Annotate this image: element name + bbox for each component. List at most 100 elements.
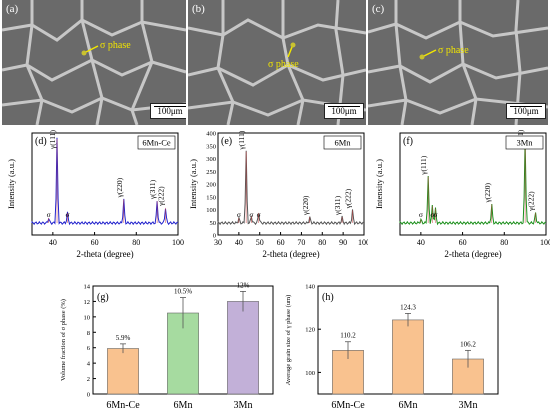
scale-bar-c: 100μm: [506, 103, 546, 119]
sigma-phase-annotation-b: σ phase: [268, 59, 299, 70]
peak-label: γ(220): [115, 177, 124, 198]
peak-label: γ(311): [148, 179, 157, 200]
y-tick-label: 140: [305, 284, 315, 291]
x-tick-label: 60: [91, 238, 99, 247]
plot-frame: [217, 132, 365, 236]
y-tick-label: 200: [206, 182, 216, 189]
micrograph-texture-c: [368, 0, 548, 125]
data-label: 106.2: [460, 340, 476, 348]
micrograph-texture-a: [2, 0, 186, 125]
x-tick-label: 30: [214, 238, 222, 247]
x-tick-label: 40: [235, 238, 243, 247]
y-tick-label: 0: [213, 233, 216, 240]
plot-frame: [399, 132, 547, 236]
xrd-trace: [31, 137, 179, 226]
category-label: 6Mn: [399, 400, 418, 411]
peak-label: σ: [257, 210, 261, 219]
micrograph-b: (b) σ phase 100μm: [188, 0, 366, 125]
data-label: 5.9%: [116, 334, 131, 342]
x-tick-label: 40: [49, 238, 57, 247]
peak-label: γ(220): [301, 195, 310, 216]
panel-label-c: (c): [372, 3, 385, 15]
y-tick-label: 12: [84, 299, 91, 306]
y-tick-label: 4: [87, 361, 91, 368]
y-axis-label: Intensity (a.u.): [374, 159, 384, 209]
y-axis-label: Average grain size of γ phase (um): [285, 295, 292, 385]
micrograph-texture-b: [188, 0, 366, 125]
legend-box: [137, 135, 176, 150]
micrograph-c: (c) σ phase 100μm: [368, 0, 548, 125]
scale-bar-a: 100μm: [150, 103, 186, 119]
panel-label: (e): [221, 136, 232, 147]
y-tick-label: 150: [206, 194, 216, 201]
category-label: 6Mn-Ce: [331, 400, 365, 411]
x-tick-label: 100: [540, 238, 550, 247]
peak-label: γ(220): [483, 182, 492, 203]
category-label: 3Mn: [459, 400, 478, 411]
bar: [107, 348, 139, 395]
x-tick-label: 60: [459, 238, 467, 247]
peak-label: σ: [249, 210, 253, 219]
peak-label: γ(111): [48, 129, 57, 150]
data-label: 10.5%: [174, 288, 192, 296]
sigma-phase-annotation-c: σ phase: [438, 45, 469, 56]
panel-label: (h): [322, 292, 334, 303]
y-axis-label: Volume fraction of σ phase (%): [60, 299, 67, 381]
y-tick-label: 250: [206, 169, 216, 176]
peak-label: γ(111): [237, 130, 246, 151]
legend-label: 6Mn-Ce: [142, 138, 171, 148]
panel-label-b: (b): [192, 3, 205, 15]
peak-label: γ(111): [419, 155, 428, 176]
legend-box: [505, 135, 544, 150]
y-tick-label: 100: [305, 370, 315, 377]
panel-label: (g): [97, 292, 109, 303]
bar: [227, 301, 259, 395]
y-tick-label: 400: [206, 131, 216, 138]
xrd-trace: [399, 138, 547, 226]
legend-label: 3Mn: [516, 138, 533, 148]
y-axis-label: Intensity (a.u.): [6, 159, 16, 209]
peak-label: σ: [237, 210, 241, 219]
y-tick-label: 0: [87, 392, 90, 399]
bar-chart-h: 100 120 140 110.2 6Mn-Ce 124.3 6Mn 106.2 3Mn Aver…: [285, 284, 499, 411]
xrd-chart-f: σγ(111)σσγ(220)γ(311)γ(222)4060801002-th…: [374, 129, 550, 259]
x-tick-label: 80: [132, 238, 140, 247]
y-tick-label: 120: [305, 327, 315, 334]
y-tick-label: 50: [210, 220, 217, 227]
data-label: 124.3: [400, 303, 416, 311]
plot-frame: [31, 132, 179, 236]
peak-label: γ(222): [527, 191, 536, 212]
x-tick-label: 80: [500, 238, 508, 247]
x-axis-label: 2-theta (degree): [76, 249, 133, 259]
peak-label: σ: [433, 210, 437, 219]
x-axis-label: 2-theta (degree): [262, 249, 319, 259]
xrd-chart-d: σ γ(111) σ γ(220) γ(311) γ(222) 40 60 80 100 2-the…: [6, 129, 184, 259]
y-tick-label: 350: [206, 143, 216, 150]
bar: [392, 319, 424, 395]
legend-label: 6Mn: [334, 138, 351, 148]
y-tick-label: 14: [84, 284, 91, 291]
peak-label: σ: [419, 210, 423, 219]
peak-label: σ: [65, 210, 69, 219]
x-tick-label: 40: [417, 238, 425, 247]
category-label: 6Mn: [174, 400, 193, 411]
x-tick-label: 80: [318, 238, 326, 247]
peak-label: γ(222): [344, 188, 353, 209]
peak-label: σ: [430, 210, 434, 219]
peak-label: γ(311): [333, 195, 342, 216]
x-tick-label: 100: [358, 238, 368, 247]
y-tick-label: 300: [206, 156, 216, 163]
scale-bar-b: 100μm: [324, 103, 364, 119]
peak-label: γ(222): [156, 186, 165, 207]
peak-label: σ: [47, 210, 51, 219]
x-tick-label: 50: [256, 238, 264, 247]
x-tick-label: 100: [172, 238, 184, 247]
x-tick-label: 60: [277, 238, 285, 247]
y-tick-label: 8: [87, 330, 90, 337]
data-label: 12%: [237, 282, 250, 289]
y-tick-label: 100: [206, 207, 216, 214]
category-label: 3Mn: [234, 400, 253, 411]
xrd-trace: [217, 150, 365, 226]
micrograph-a: (a) σ phase 100μm: [2, 0, 186, 125]
category-label: 6Mn-Ce: [106, 400, 140, 411]
